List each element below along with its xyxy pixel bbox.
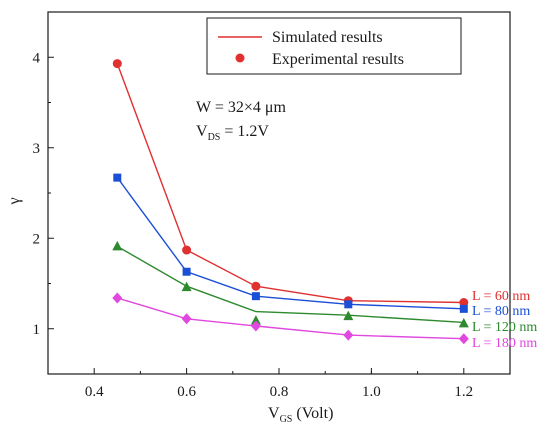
x-tick-label: 1.2 [454,384,473,400]
x-tick-label: 1.0 [362,384,381,400]
annotation: W = 32×4 μm VDS = 1.2V [196,99,286,143]
series-label: L = 60 nm [472,289,530,304]
series-markers [112,59,469,345]
legend: Simulated results Experimental results [206,17,462,75]
x-tick-label: 0.4 [85,384,104,400]
data-point-square [113,173,122,182]
series-label: L = 180 nm [472,336,537,351]
y-axis-title: γ [6,197,23,205]
series-lines [116,63,464,340]
data-point-diamond [458,333,469,345]
legend-marker-sample [235,53,245,63]
data-point-diamond [250,320,261,332]
data-point-circle [182,245,192,255]
x-axis-title: VGS (Volt) [268,405,333,425]
data-point-diamond [181,313,192,325]
data-point-square [182,267,191,276]
annotation-vds-rest: = 1.2V [220,123,269,140]
series-line [116,63,464,304]
data-point-square [344,300,353,309]
annotation-width: W = 32×4 μm [196,99,286,116]
x-tick-label: 0.8 [270,384,289,400]
legend-label-experimental: Experimental results [272,51,404,68]
data-point-square [459,304,468,313]
data-point-triangle [181,281,192,292]
y-tick-label: 1 [33,322,41,338]
data-point-circle [112,59,122,69]
data-point-diamond [112,292,123,304]
axis-ticks: 0.4 0.6 0.8 1.0 1.2 1 2 3 4 [33,50,474,400]
annotation-vds-sub: DS [208,132,221,143]
data-point-circle [459,298,469,308]
series-label: L = 80 nm [472,304,530,319]
data-point-triangle [250,315,261,325]
x-axis-title-main: V [268,405,280,422]
data-point-circle [251,281,261,291]
x-axis-title-unit: (Volt) [292,405,333,422]
series-line [116,177,464,310]
y-tick-label: 3 [33,141,41,157]
x-axis-title-sub: GS [280,414,293,425]
legend-box [206,17,462,75]
series-line [117,297,464,340]
data-point-triangle [343,310,354,321]
x-tick-label: 0.6 [177,384,196,400]
data-point-triangle [112,240,123,251]
annotation-vds-main: V [196,123,208,140]
annotation-vds: VDS = 1.2V [196,123,269,143]
y-tick-label: 4 [33,50,41,66]
series-line [116,245,464,324]
legend-label-simulated: Simulated results [272,29,383,46]
data-point-triangle [458,317,469,328]
series-label: L = 120 nm [472,320,537,335]
data-point-diamond [343,329,354,341]
series-labels: L = 60 nmL = 80 nmL = 120 nmL = 180 nm [472,289,537,351]
y-tick-label: 2 [33,231,41,247]
data-point-square [251,292,260,301]
